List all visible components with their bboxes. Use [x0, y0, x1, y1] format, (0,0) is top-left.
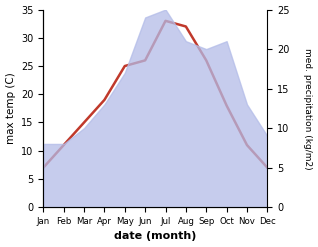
Y-axis label: max temp (C): max temp (C) [5, 72, 16, 144]
X-axis label: date (month): date (month) [114, 231, 197, 242]
Y-axis label: med. precipitation (kg/m2): med. precipitation (kg/m2) [303, 48, 313, 169]
